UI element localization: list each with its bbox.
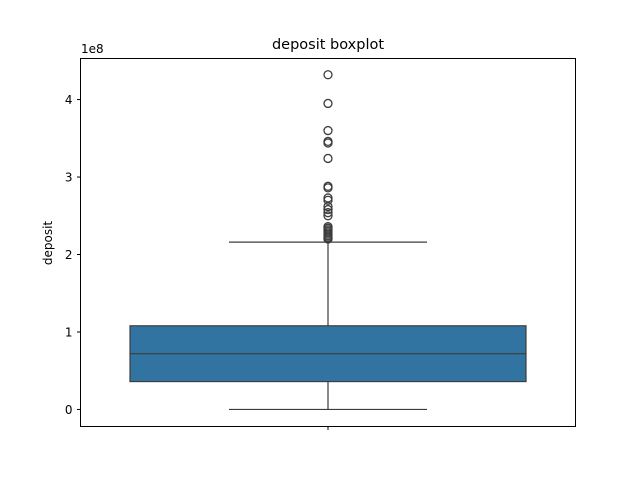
y-tick-label: 4 (65, 93, 73, 107)
y-tick-label: 0 (65, 403, 73, 417)
y-tick-label: 3 (65, 171, 73, 185)
outlier-point (323, 193, 333, 203)
outlier-point (323, 208, 333, 218)
y-tick-label: 1 (65, 325, 73, 339)
outlier-point (323, 153, 333, 164)
y-scale-offset-label: 1e8 (81, 42, 104, 56)
outlier-point (323, 70, 333, 80)
plot-area: 0 1 2 3 4 (65, 70, 527, 430)
outlier-point (323, 221, 333, 232)
outlier-point (323, 211, 333, 221)
y-tick-label: 2 (65, 248, 73, 262)
outlier-point (323, 204, 333, 215)
outlier-point (323, 98, 333, 109)
outlier-point (323, 136, 333, 147)
outlier-point (323, 181, 333, 191)
outlier-point (323, 125, 333, 136)
y-axis-label: deposit (41, 221, 55, 266)
chart-title: deposit boxplot (272, 37, 384, 53)
plot-frame (80, 58, 576, 427)
